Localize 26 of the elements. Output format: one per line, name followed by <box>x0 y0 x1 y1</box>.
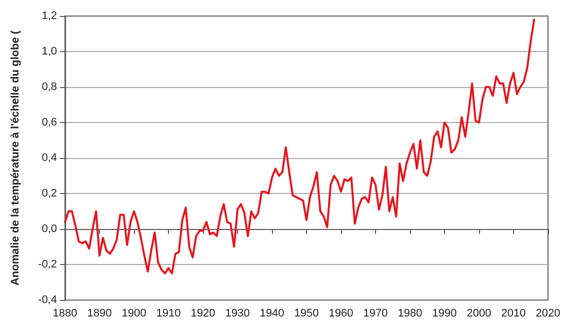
y-tick-label: 0,6 <box>42 116 57 128</box>
y-tick-label: -0,2 <box>38 258 57 270</box>
x-tick-label: 1950 <box>294 308 319 320</box>
x-tick-label: 1940 <box>260 308 284 320</box>
x-tick-label: 2020 <box>536 308 560 320</box>
line-series <box>64 18 536 274</box>
y-tick-label: 0,0 <box>42 223 57 235</box>
y-tick-label: -0,4 <box>38 294 57 306</box>
x-tick-label: 1970 <box>363 308 388 320</box>
x-tick-label: 1960 <box>328 308 354 320</box>
x-tick-label: 1890 <box>87 308 112 320</box>
x-tick-label: 1910 <box>156 308 181 320</box>
y-tick-label: 0,2 <box>42 188 57 200</box>
x-tick-label: 1920 <box>190 308 216 320</box>
y-tick-label: 1,0 <box>42 46 57 58</box>
x-tick-label: 1980 <box>398 308 422 320</box>
x-tick-label: 2010 <box>501 308 526 320</box>
x-tick-label: 1990 <box>432 308 457 320</box>
x-tick-label: 1900 <box>122 308 146 320</box>
y-tick-label: 0,4 <box>42 152 57 164</box>
x-tick-label: 2000 <box>466 308 492 320</box>
y-axis-title: Anomalie de la température à l'échelle du globe ( <box>10 30 22 286</box>
x-tick-label: 1880 <box>52 308 78 320</box>
y-tick-label: 1,2 <box>42 10 57 22</box>
x-tick-label: 1930 <box>225 308 250 320</box>
y-tick-label: 0,8 <box>42 81 57 93</box>
